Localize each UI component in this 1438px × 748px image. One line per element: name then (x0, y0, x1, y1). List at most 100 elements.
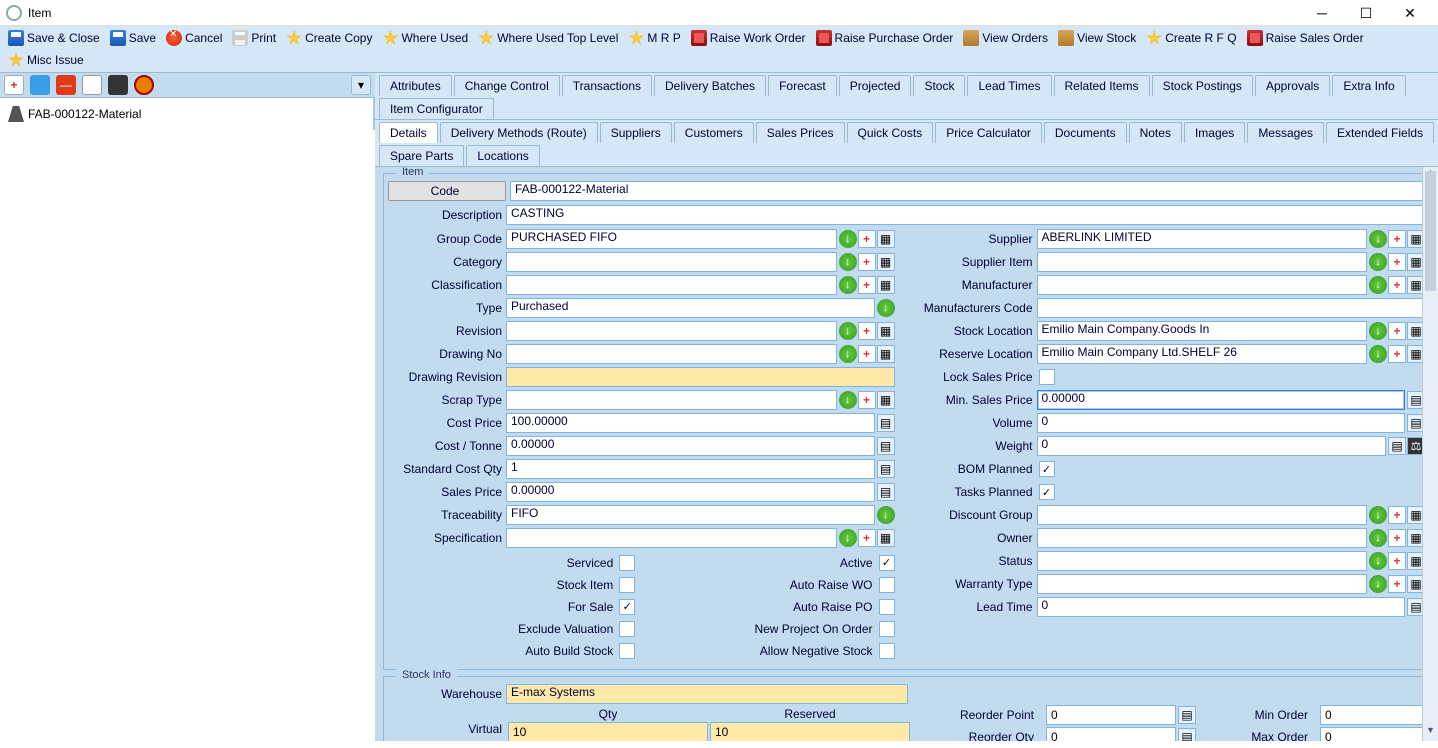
calc-icon[interactable]: ▤ (877, 483, 895, 501)
add-icon[interactable]: + (1388, 230, 1406, 248)
grid-icon[interactable]: ▦ (877, 322, 895, 340)
lookup-icon[interactable]: ↓ (839, 391, 857, 409)
grid-icon[interactable]: ▦ (877, 230, 895, 248)
tab-suppliers[interactable]: Suppliers (600, 122, 672, 143)
raise-work-order-button[interactable]: Raise Work Order (687, 28, 810, 48)
lookup-icon[interactable]: ↓ (1369, 322, 1387, 340)
sheet-icon[interactable] (82, 75, 102, 95)
new-project-checkbox[interactable] (879, 621, 895, 637)
stock-location-input[interactable]: Emilio Main Company.Goods In (1037, 321, 1368, 341)
add-icon[interactable]: + (1388, 322, 1406, 340)
close-button[interactable]: ✕ (1388, 1, 1432, 25)
add-icon[interactable]: + (1388, 552, 1406, 570)
where-used-top-level-button[interactable]: Where Used Top Level (474, 28, 622, 48)
tab-customers[interactable]: Customers (674, 122, 754, 143)
classification-input[interactable] (506, 275, 837, 295)
category-input[interactable] (506, 252, 837, 272)
add-icon[interactable]: + (858, 391, 876, 409)
save-button[interactable]: Save (106, 28, 160, 48)
tab-lead-times[interactable]: Lead Times (967, 75, 1051, 96)
vertical-scrollbar[interactable]: ▲ ▼ (1422, 167, 1438, 741)
tab-projected[interactable]: Projected (839, 75, 912, 96)
min-order-input[interactable]: 0 (1320, 705, 1438, 725)
misc-issue-button[interactable]: Misc Issue (4, 50, 88, 70)
tab-quick-costs[interactable]: Quick Costs (847, 122, 934, 143)
tab-notes[interactable]: Notes (1129, 122, 1182, 143)
tab-images[interactable]: Images (1184, 122, 1245, 143)
lookup-icon[interactable]: ↓ (1369, 253, 1387, 271)
tab-spare-parts[interactable]: Spare Parts (379, 145, 464, 166)
add-icon[interactable]: + (1388, 506, 1406, 524)
calc-icon[interactable]: ▤ (1178, 706, 1196, 724)
drawing-revision-input[interactable] (506, 367, 895, 387)
type-input[interactable]: Purchased (506, 298, 875, 318)
add-icon[interactable]: + (858, 322, 876, 340)
warranty-type-input[interactable] (1037, 574, 1368, 594)
lookup-icon[interactable]: ↓ (1369, 529, 1387, 547)
grid-icon[interactable]: ▦ (877, 276, 895, 294)
drawing-no-input[interactable] (506, 344, 837, 364)
tab-item-configurator[interactable]: Item Configurator (379, 98, 494, 119)
lookup-icon[interactable]: ↓ (839, 230, 857, 248)
reorder-qty-input[interactable]: 0 (1046, 727, 1176, 741)
save-close-button[interactable]: Save & Close (4, 28, 104, 48)
tab-extra-info[interactable]: Extra Info (1332, 75, 1405, 96)
lock-sales-price-checkbox[interactable] (1039, 369, 1055, 385)
grid-icon[interactable]: ▦ (877, 391, 895, 409)
print-button[interactable]: Print (228, 28, 280, 48)
calc-icon[interactable]: ▤ (877, 460, 895, 478)
serviced-checkbox[interactable] (619, 555, 635, 571)
lookup-icon[interactable]: ↓ (1369, 345, 1387, 363)
tab-messages[interactable]: Messages (1247, 122, 1324, 143)
create-copy-button[interactable]: Create Copy (282, 28, 376, 48)
orange-icon[interactable] (134, 75, 154, 95)
reserve-location-input[interactable]: Emilio Main Company Ltd.SHELF 26 (1037, 344, 1368, 364)
add-icon[interactable]: + (1388, 276, 1406, 294)
cost-price-input[interactable]: 100.00000 (506, 413, 875, 433)
minimize-button[interactable]: ─ (1300, 1, 1344, 25)
allow-negative-checkbox[interactable] (879, 643, 895, 659)
lookup-icon[interactable]: ↓ (839, 322, 857, 340)
tab-stock[interactable]: Stock (913, 75, 965, 96)
m-r-p-button[interactable]: M R P (624, 28, 684, 48)
view-stock-button[interactable]: View Stock (1054, 28, 1140, 48)
exclude-valuation-checkbox[interactable] (619, 621, 635, 637)
tab-change-control[interactable]: Change Control (454, 75, 560, 96)
supplier-input[interactable]: ABERLINK LIMITED (1037, 229, 1368, 249)
sales-price-input[interactable]: 0.00000 (506, 482, 875, 502)
lookup-icon[interactable]: ↓ (839, 253, 857, 271)
view-orders-button[interactable]: View Orders (959, 28, 1052, 48)
add-icon[interactable]: + (858, 529, 876, 547)
scrap-type-input[interactable] (506, 390, 837, 410)
add-icon[interactable]: + (858, 230, 876, 248)
calc-icon[interactable]: ▤ (877, 437, 895, 455)
raise-sales-order-button[interactable]: Raise Sales Order (1243, 28, 1368, 48)
reorder-point-input[interactable]: 0 (1046, 705, 1176, 725)
status-input[interactable] (1037, 551, 1368, 571)
where-used-button[interactable]: Where Used (378, 28, 472, 48)
add-icon[interactable]: + (858, 276, 876, 294)
discount-group-input[interactable] (1037, 505, 1368, 525)
calc-icon[interactable]: ▤ (1178, 728, 1196, 741)
scroll-thumb[interactable] (1425, 171, 1436, 291)
tab-locations[interactable]: Locations (466, 145, 539, 166)
tab-delivery-methods-route-[interactable]: Delivery Methods (Route) (440, 122, 598, 143)
add-icon[interactable]: + (1388, 345, 1406, 363)
lookup-icon[interactable]: ↓ (839, 345, 857, 363)
lookup-icon[interactable]: ↓ (877, 506, 895, 524)
add-icon[interactable]: + (4, 75, 24, 95)
dropdown-icon[interactable]: ▾ (351, 75, 371, 95)
raise-purchase-order-button[interactable]: Raise Purchase Order (812, 28, 958, 48)
cancel-button[interactable]: Cancel (162, 28, 226, 48)
lookup-icon[interactable]: ↓ (1369, 575, 1387, 593)
max-order-input[interactable]: 0 (1320, 727, 1438, 741)
delete-icon[interactable]: — (56, 75, 76, 95)
owner-input[interactable] (1037, 528, 1368, 548)
tab-approvals[interactable]: Approvals (1255, 75, 1330, 96)
warehouse-input[interactable]: E-max Systems (506, 684, 908, 704)
for-sale-checkbox[interactable] (619, 599, 635, 615)
supplier-item-input[interactable] (1037, 252, 1368, 272)
tab-extended-fields[interactable]: Extended Fields (1326, 122, 1434, 143)
active-checkbox[interactable] (879, 555, 895, 571)
tab-related-items[interactable]: Related Items (1054, 75, 1150, 96)
